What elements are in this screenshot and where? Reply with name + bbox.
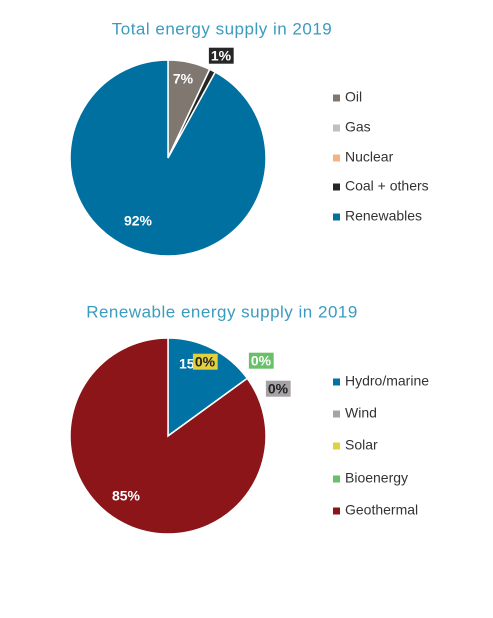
legend-label: Bioenergy: [345, 470, 408, 486]
value-label-box: [248, 352, 274, 369]
legend-label: Renewables: [345, 208, 422, 224]
pie-slice: [69, 337, 267, 535]
chart-title: Renewable energy supply in 2019: [86, 302, 358, 321]
legend-label: Oil: [345, 89, 362, 105]
value-label: 0%: [195, 354, 216, 370]
value-label: 7%: [173, 71, 194, 87]
value-label-box: [192, 353, 218, 370]
legend-swatch: [333, 94, 340, 102]
legend-swatch: [333, 378, 340, 386]
legend-label: Gas: [345, 119, 371, 135]
value-label: 1%: [211, 48, 232, 64]
legend-swatch: [333, 124, 340, 132]
legend-label: Wind: [345, 405, 377, 421]
legend-label: Coal + others: [345, 178, 429, 194]
legend-swatch: [333, 507, 340, 515]
legend-label: Nuclear: [345, 149, 394, 165]
value-label-box: [208, 47, 234, 64]
legend-swatch: [333, 475, 340, 483]
legend-swatch: [333, 213, 340, 221]
value-label: 0%: [251, 353, 272, 369]
legend-label: Hydro/marine: [345, 373, 429, 389]
legend-swatch: [333, 183, 340, 191]
value-label: 85%: [112, 488, 141, 504]
legend-label: Solar: [345, 437, 378, 453]
value-label-box: [265, 380, 291, 397]
legend-swatch: [333, 154, 340, 162]
chart-title: Total energy supply in 2019: [112, 19, 332, 38]
legend-swatch: [333, 442, 340, 450]
pie-slice: [167, 337, 249, 438]
legend-label: Geothermal: [345, 502, 418, 518]
value-label: 92%: [124, 213, 153, 229]
legend-swatch: [333, 410, 340, 418]
value-label: 0%: [268, 381, 289, 397]
pie-slice: [69, 59, 267, 257]
